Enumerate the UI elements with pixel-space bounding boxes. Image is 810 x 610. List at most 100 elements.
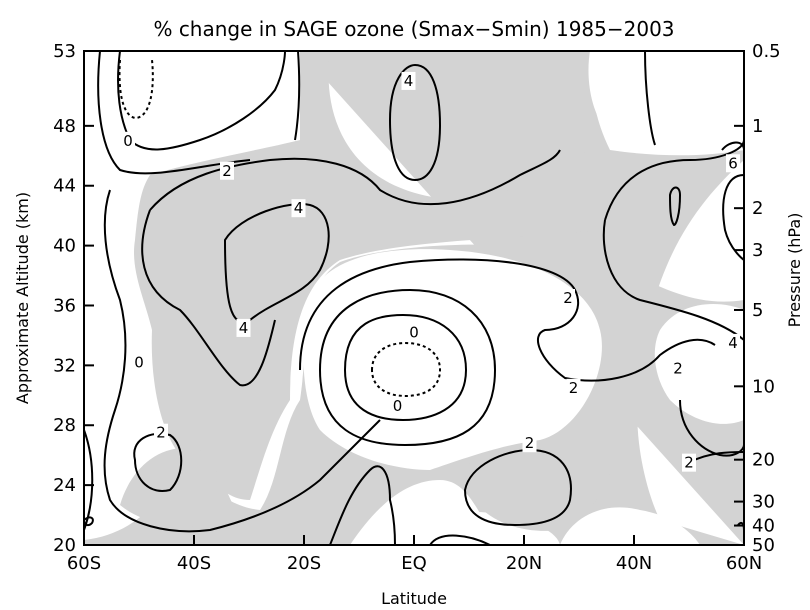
unshaded-regions	[84, 51, 744, 545]
unshaded-region-west-band	[84, 51, 135, 540]
contour-label: 4	[728, 334, 738, 352]
x-tick-label: EQ	[401, 553, 427, 574]
contour-label-bg	[121, 131, 135, 150]
contour-line	[604, 139, 744, 221]
contour-label-bg	[220, 161, 234, 180]
contour-label: 2	[569, 379, 579, 397]
contour-line	[299, 258, 716, 382]
y-right-tick-label: 50	[752, 535, 775, 556]
contour-label: 4	[404, 72, 414, 90]
unshaded-region-east	[654, 304, 744, 424]
unshaded-region-northeast	[590, 51, 744, 156]
contour-label-bg	[390, 396, 405, 415]
contour-label-bg	[236, 318, 251, 337]
contour-line	[644, 51, 656, 146]
unshaded-region-equatorial	[303, 249, 602, 470]
y-left-tick-label: 44	[53, 176, 76, 197]
contour-label-bg	[671, 359, 685, 378]
contour-label-bg	[561, 289, 575, 307]
y-right-tick-label: 2	[752, 198, 763, 219]
contour-label: 2	[563, 289, 573, 307]
y-right-tick-label: 5	[752, 300, 763, 321]
x-tick-label: 20N	[506, 553, 542, 574]
contour-line	[602, 219, 744, 341]
y-left-tick-label: 53	[53, 41, 76, 62]
y-left-tick-label: 48	[53, 116, 76, 137]
y-right-tick-label: 0.5	[752, 41, 781, 62]
contour-line	[329, 465, 396, 545]
contour-line	[141, 209, 276, 387]
contour-label-bg	[726, 333, 740, 352]
y-left-tick-label: 20	[53, 535, 76, 556]
y-left-tick-label: 40	[53, 236, 76, 257]
contour-line	[223, 203, 330, 323]
x-axis: 60S 40S 20S EQ 20N 40N 60N	[67, 535, 762, 574]
y-left-tick-label: 36	[53, 295, 76, 316]
contour-label: 0	[123, 132, 133, 150]
contour-label: 2	[525, 434, 535, 452]
y-left-tick-label: 32	[53, 355, 76, 376]
y-axis-left-title: Approximate Altitude (km)	[13, 192, 32, 404]
contour-label: 2	[222, 162, 232, 180]
x-tick-label: 60S	[67, 553, 101, 574]
contour-line	[294, 51, 301, 141]
contour-label: 2	[156, 424, 166, 442]
y-right-tick-label: 10	[752, 376, 775, 397]
x-tick-label: 40N	[616, 553, 652, 574]
contour-label: 2	[684, 454, 694, 472]
plot-area: 4 0 2 4 4 0 0 0 2 2 2 2 2 2 6 4	[84, 51, 744, 545]
y-right-tick-label: 20	[752, 450, 775, 471]
contour-label: 0	[409, 323, 419, 341]
x-tick-label: 40S	[177, 553, 211, 574]
contour-line	[97, 51, 251, 175]
contour-label: 4	[239, 319, 249, 337]
contour-line	[668, 186, 682, 227]
contour-label-bg	[407, 323, 421, 342]
y-right-tick-label: 3	[752, 240, 763, 261]
x-tick-label: 60N	[726, 553, 762, 574]
contour-line	[679, 399, 744, 457]
contour-line	[117, 51, 286, 151]
contour-label-bg	[401, 71, 416, 90]
contour-label: 0	[393, 397, 403, 415]
contour-label-bg	[726, 154, 740, 173]
contour-label-bg	[132, 353, 146, 372]
y-right-tick-label: 40	[752, 516, 775, 537]
contour-line	[318, 288, 497, 447]
contour-label-bg	[682, 453, 696, 472]
contour-line	[84, 429, 94, 531]
contour-label-bg	[522, 434, 537, 453]
contour-line	[118, 59, 154, 120]
contour-line	[103, 189, 381, 533]
unshaded-region-south-strip	[560, 507, 700, 545]
y-left-tick-label: 28	[53, 415, 76, 436]
contour-line	[343, 313, 468, 422]
contour-lines	[84, 51, 744, 545]
y-axis-right-title: Pressure (hPa)	[785, 213, 804, 328]
contour-label: 4	[294, 199, 304, 217]
contour-line	[722, 174, 744, 261]
contour-label: 6	[728, 154, 738, 172]
y-right-tick-label: 1	[752, 116, 763, 137]
contour-label: 0	[134, 353, 144, 371]
contour-labels: 4 0 2 4 4 0 0 0 2 2 2 2 2 2 6 4	[121, 71, 740, 472]
shaded-region-southwest	[120, 448, 240, 527]
contour-label-bg	[291, 199, 306, 218]
contour-line	[463, 448, 572, 527]
x-axis-title: Latitude	[381, 589, 447, 608]
contour-label: 2	[673, 359, 683, 377]
y-left-tick-label: 24	[53, 475, 76, 496]
contour-line	[133, 432, 183, 492]
chart-title: % change in SAGE ozone (Smax−Smin) 1985−…	[153, 17, 674, 41]
contour-label-bg	[154, 423, 168, 442]
contour-line	[429, 534, 491, 545]
y-axis-left: 20 24 28 32 36 40 44 48 53	[53, 41, 94, 556]
x-tick-label: 20S	[287, 553, 321, 574]
unshaded-region-southcentral	[350, 480, 500, 545]
y-right-tick-label: 30	[752, 492, 775, 513]
contour-label-bg	[566, 378, 581, 397]
shaded-region-southeast	[460, 436, 613, 531]
contour-line	[370, 341, 442, 398]
